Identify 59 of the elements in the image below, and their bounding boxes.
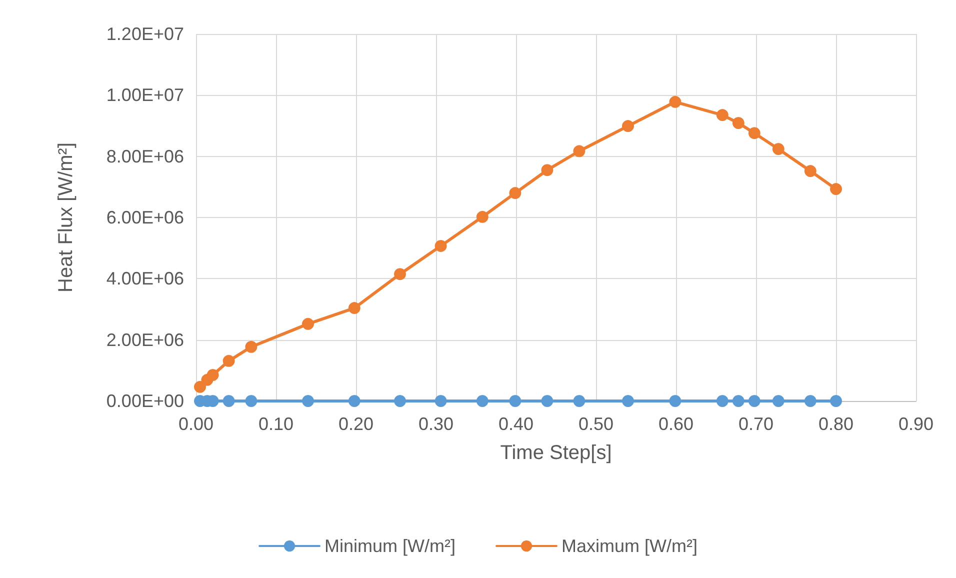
point: [748, 127, 760, 140]
x-tick-label: 0.90: [898, 414, 934, 434]
point: [222, 395, 235, 407]
point: [302, 318, 314, 330]
point: [716, 109, 728, 122]
point: [748, 395, 760, 407]
point: [772, 395, 784, 407]
y-axis-title: Heat Flux [W/m²]: [55, 142, 77, 293]
point: [830, 183, 842, 196]
y-tick-label: 2.00E+06: [106, 330, 184, 350]
y-tick-label: 6.00E+06: [106, 208, 184, 228]
x-tick-label: 0.10: [258, 414, 294, 434]
point: [830, 395, 842, 407]
point: [541, 164, 554, 176]
x-tick-label: 0.80: [818, 414, 854, 434]
x-tick-label: 0.20: [338, 414, 374, 434]
y-tick-label: 8.00E+06: [106, 146, 184, 166]
point: [476, 395, 488, 407]
point: [804, 395, 816, 407]
point: [509, 187, 522, 200]
point: [206, 369, 219, 381]
x-tick-label: 0.40: [498, 414, 534, 434]
x-tick-label: 0.70: [738, 414, 774, 434]
point: [245, 340, 258, 353]
y-tick-label: 4.00E+06: [106, 268, 184, 289]
point: [669, 96, 682, 108]
x-axis-title: Time Step[s]: [500, 442, 612, 464]
point: [716, 395, 728, 407]
point: [394, 395, 406, 407]
point: [573, 395, 586, 407]
point: [348, 302, 360, 314]
point: [509, 395, 522, 407]
point: [245, 395, 258, 407]
y-tick-label: 1.00E+07: [106, 85, 184, 106]
legend-label: Minimum [W/m²]: [324, 536, 456, 556]
point: [804, 165, 816, 178]
point: [302, 395, 314, 407]
x-tick-label: 0.50: [578, 414, 614, 434]
point: [222, 354, 235, 367]
y-tick-label: 1.20E+07: [106, 24, 184, 44]
x-tick-label: 0.30: [418, 414, 454, 434]
point: [348, 395, 360, 407]
x-tick-label: 0.00: [178, 414, 214, 434]
point: [772, 142, 784, 155]
point: [434, 240, 447, 252]
point: [541, 395, 554, 407]
point: [394, 268, 406, 280]
x-tick-label: 0.60: [658, 414, 694, 434]
y-tick-label: 0.00E+00: [106, 391, 184, 411]
legend-label: Maximum [W/m²]: [562, 536, 698, 556]
point: [434, 395, 447, 407]
point: [622, 395, 634, 407]
point: [194, 380, 206, 393]
point: [622, 120, 634, 132]
point: [476, 210, 488, 223]
point: [732, 395, 744, 407]
point: [732, 117, 744, 129]
point: [573, 145, 586, 158]
point: [669, 395, 682, 407]
